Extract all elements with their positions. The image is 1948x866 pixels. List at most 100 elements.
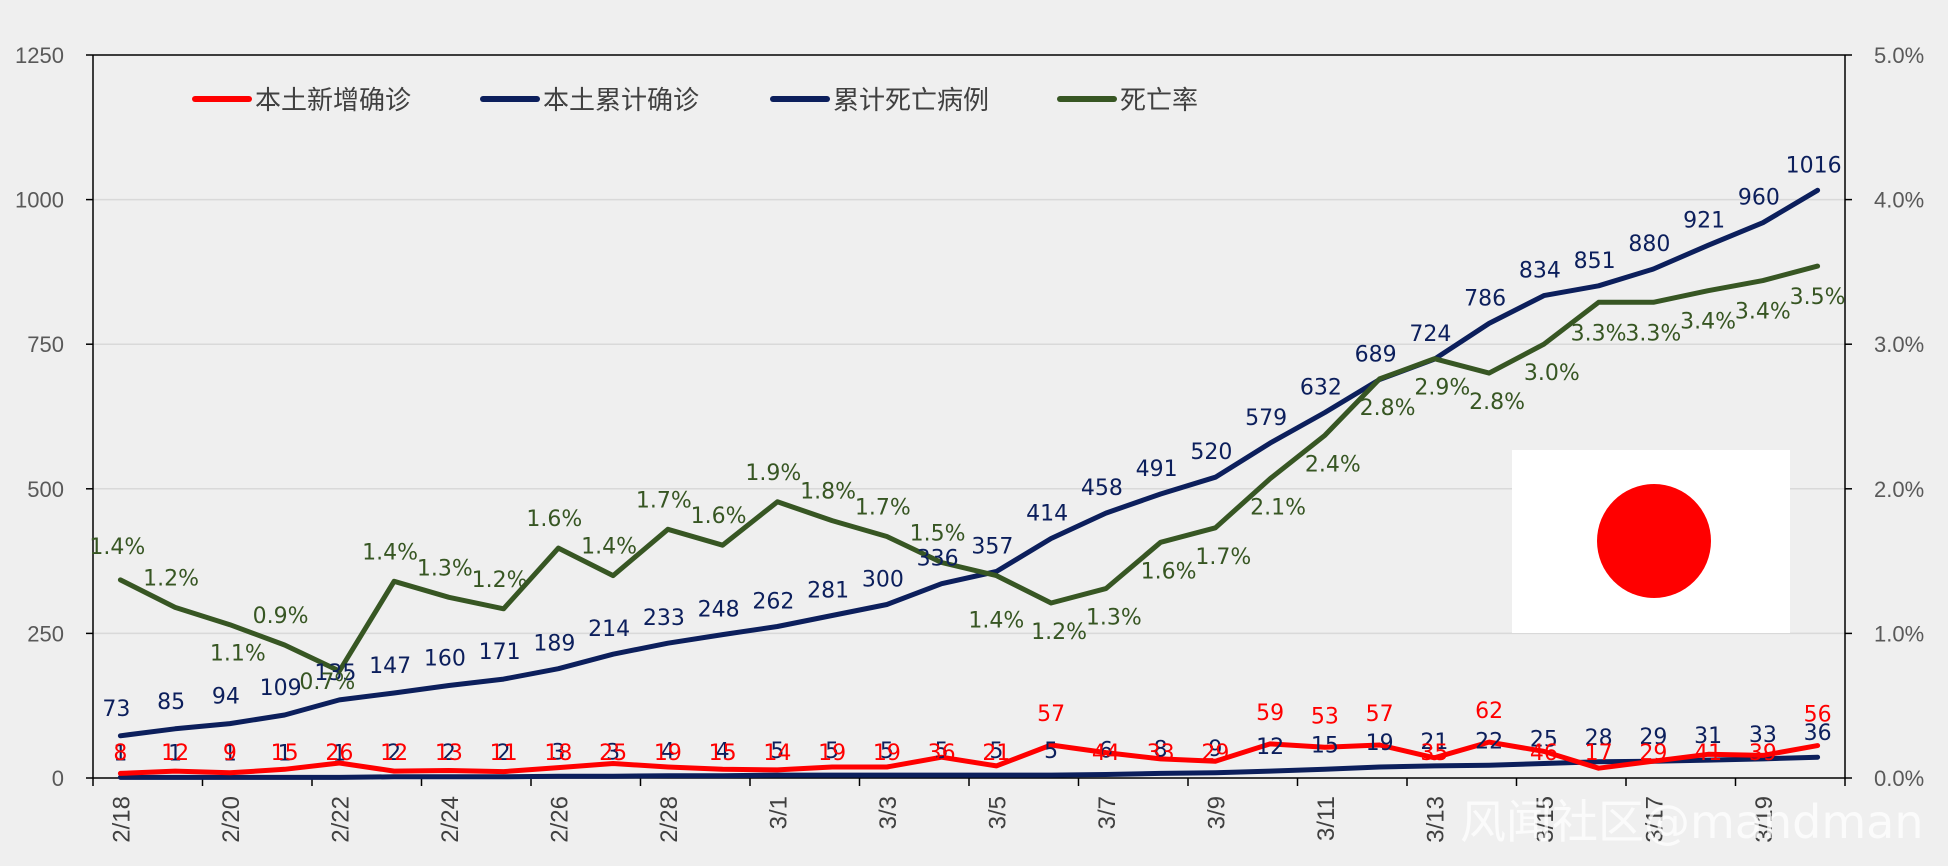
- x-tick-label: 3/7: [1094, 796, 1121, 829]
- data-label: 2.4%: [1305, 452, 1361, 477]
- data-label: 2.8%: [1469, 390, 1525, 415]
- data-label: 1: [223, 741, 237, 766]
- data-label: 46: [1530, 741, 1558, 766]
- data-label: 56: [1804, 703, 1832, 728]
- data-label: 85: [157, 690, 185, 715]
- data-label: 1.6%: [1141, 559, 1197, 584]
- y-right-tick-label: 2.0%: [1874, 477, 1924, 502]
- data-label: 11: [490, 741, 518, 766]
- data-label: 147: [369, 654, 411, 679]
- data-label: 1.9%: [745, 461, 801, 486]
- data-label: 1.7%: [1195, 545, 1251, 570]
- y-right-tick-label: 1.0%: [1874, 621, 1924, 646]
- data-label: 1.3%: [1086, 606, 1142, 631]
- x-tick-label: 3/15: [1532, 796, 1559, 843]
- data-label: 6: [1099, 739, 1113, 764]
- x-tick-label: 3/9: [1203, 796, 1230, 829]
- data-label: 17: [1585, 741, 1613, 766]
- data-label: 214: [588, 617, 630, 642]
- data-label: 25: [1530, 728, 1558, 753]
- data-label: 189: [533, 632, 575, 657]
- series-line: [117, 754, 1821, 780]
- data-label: 458: [1081, 476, 1123, 501]
- data-label: 851: [1574, 249, 1616, 274]
- data-label: 19: [873, 741, 901, 766]
- x-tick-label: 2/18: [108, 796, 135, 843]
- data-label: 2: [387, 741, 401, 766]
- data-label: 1: [168, 741, 182, 766]
- data-label: 12: [380, 741, 408, 766]
- y-left-tick-label: 0: [52, 766, 64, 791]
- data-label: 160: [424, 646, 466, 671]
- data-label: 724: [1409, 322, 1451, 347]
- x-tick-label: 2/20: [218, 796, 245, 843]
- data-label: 880: [1628, 232, 1670, 257]
- data-label: 3: [551, 740, 565, 765]
- data-label: 57: [1037, 702, 1065, 727]
- data-label: 28: [1585, 726, 1613, 751]
- axis-ticks: 0 250 500 750 1000 1250 0.0% 1.0% 2.0% 3.0% 4.0% 5.…: [15, 43, 1924, 843]
- data-label: 414: [1026, 502, 1068, 527]
- data-label: 921: [1683, 208, 1725, 233]
- series-lines: [117, 187, 1821, 780]
- data-label: 1.4%: [581, 535, 637, 560]
- data-label: 336: [917, 547, 959, 572]
- data-label: 15: [271, 741, 299, 766]
- data-label: 15: [1311, 733, 1339, 758]
- y-left-tick-label: 500: [27, 477, 64, 502]
- data-label: 33: [1749, 723, 1777, 748]
- data-label: 632: [1300, 375, 1342, 400]
- watermark: 风闻社区@mandman: [1460, 795, 1924, 849]
- y-left-tick-label: 1250: [15, 43, 64, 68]
- x-tick-label: 2/26: [546, 796, 573, 843]
- data-label: 39: [1749, 741, 1777, 766]
- data-label: 1.7%: [855, 496, 911, 521]
- x-tick-label: 3/19: [1751, 796, 1778, 843]
- data-label: 12: [161, 741, 189, 766]
- x-tick-label: 3/1: [765, 796, 792, 829]
- data-label: 29: [1639, 725, 1667, 750]
- data-label: 579: [1245, 406, 1287, 431]
- y-right-tick-label: 5.0%: [1874, 43, 1924, 68]
- data-label: 1.1%: [210, 642, 266, 667]
- legend-label: 本土累计确诊: [543, 86, 699, 116]
- data-label: 1: [332, 741, 346, 766]
- data-label: 36: [928, 741, 956, 766]
- y-left-tick-label: 1000: [15, 188, 64, 213]
- data-label: 689: [1355, 342, 1397, 367]
- data-label: 19: [1366, 731, 1394, 756]
- data-label: 19: [818, 741, 846, 766]
- data-label: 5: [770, 739, 784, 764]
- data-label: 94: [212, 685, 240, 710]
- data-label: 31: [1694, 724, 1722, 749]
- data-label: 262: [752, 589, 794, 614]
- data-label: 3.3%: [1625, 321, 1681, 346]
- data-label: 53: [1311, 704, 1339, 729]
- data-label: 8: [1154, 737, 1168, 762]
- data-label: 0.7%: [299, 670, 355, 695]
- data-label: 26: [325, 741, 353, 766]
- data-label: 5: [825, 739, 839, 764]
- data-label: 29: [1201, 741, 1229, 766]
- data-label: 5: [880, 739, 894, 764]
- y-right-tick-label: 3.0%: [1874, 332, 1924, 357]
- data-label: 1.5%: [910, 522, 966, 547]
- data-label: 3.4%: [1735, 300, 1791, 325]
- data-label: 1: [278, 741, 292, 766]
- data-label: 1.4%: [362, 540, 418, 565]
- data-label: 281: [807, 578, 849, 603]
- data-label: 0.9%: [253, 604, 309, 629]
- data-label: 2.1%: [1250, 496, 1306, 521]
- y-right-tick-label: 0.0%: [1874, 766, 1924, 791]
- data-label: 233: [643, 606, 685, 631]
- data-label: 73: [102, 697, 130, 722]
- y-left-tick-label: 750: [27, 332, 64, 357]
- data-label: 33: [1147, 741, 1175, 766]
- x-tick-label: 3/13: [1422, 796, 1449, 843]
- data-label: 1.2%: [143, 566, 199, 591]
- data-label: 1.6%: [526, 507, 582, 532]
- data-label: 786: [1464, 286, 1506, 311]
- data-label: 1.7%: [636, 488, 692, 513]
- data-label: 18: [544, 741, 572, 766]
